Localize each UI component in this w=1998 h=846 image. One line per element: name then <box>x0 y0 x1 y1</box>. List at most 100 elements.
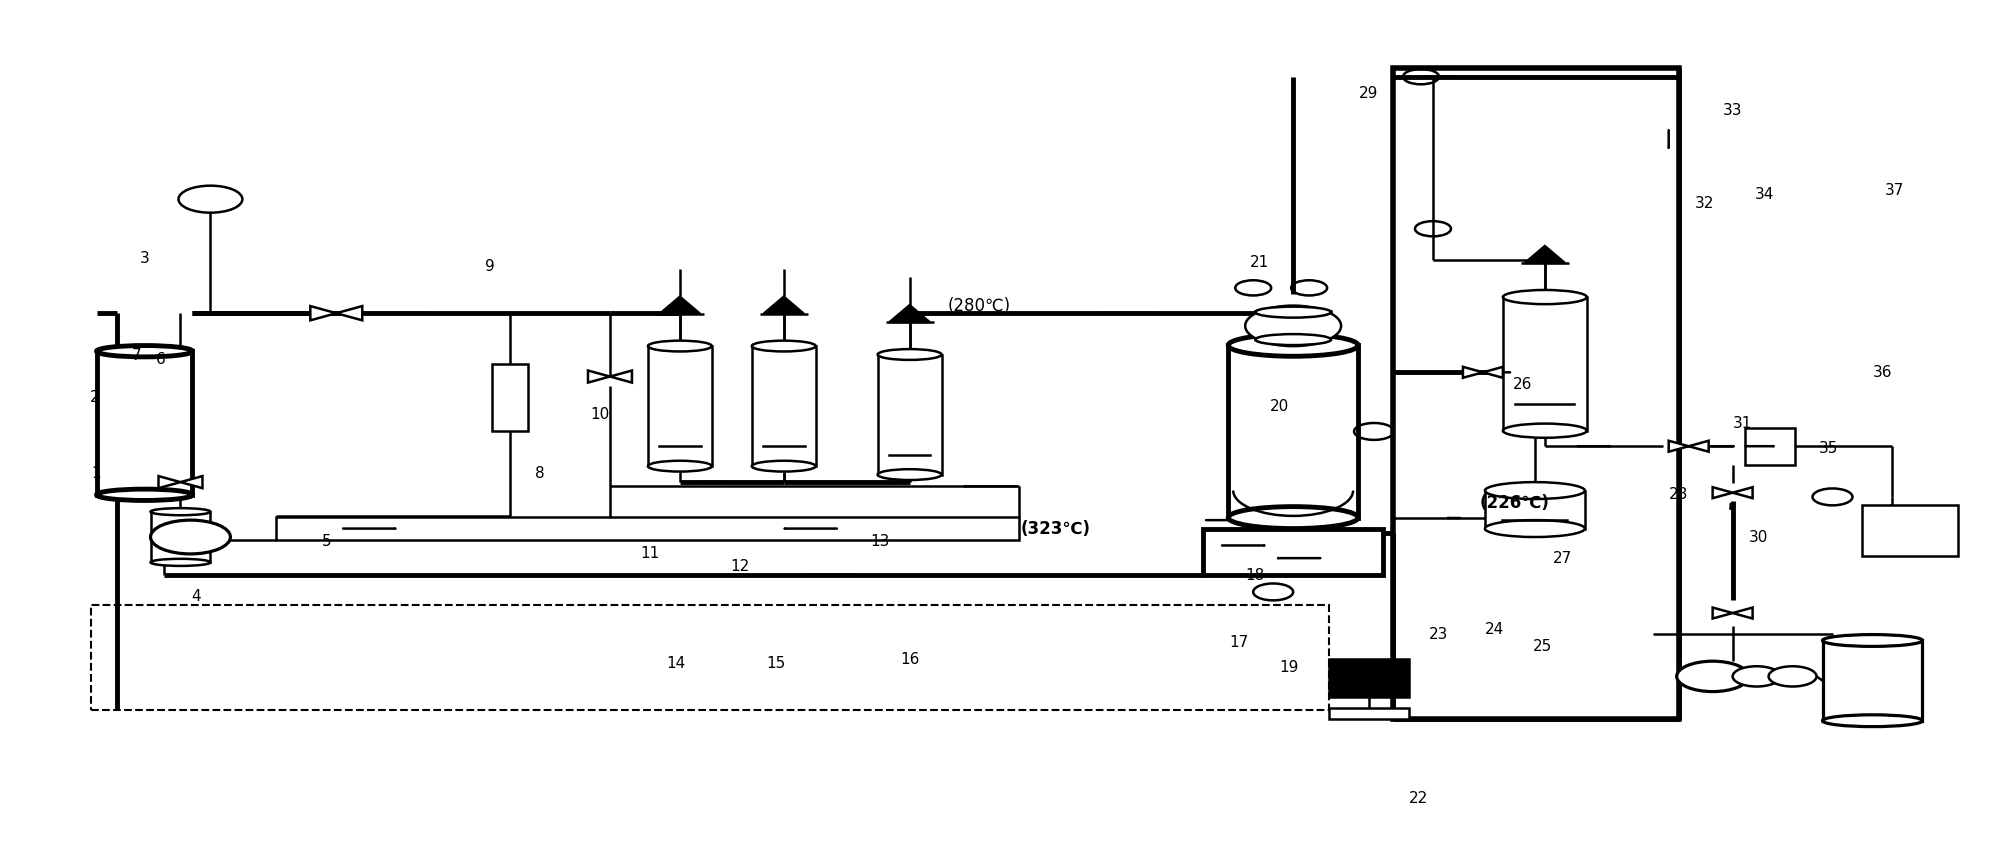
Circle shape <box>1768 667 1816 686</box>
Text: 21: 21 <box>1249 255 1269 270</box>
Ellipse shape <box>751 341 815 351</box>
Text: 22: 22 <box>1409 791 1429 806</box>
Ellipse shape <box>1255 334 1331 345</box>
Polygon shape <box>1463 367 1483 378</box>
Bar <box>276 517 1019 541</box>
Bar <box>647 346 711 466</box>
Text: 23: 23 <box>1429 627 1449 641</box>
Text: 32: 32 <box>1694 196 1714 211</box>
Bar <box>877 354 941 475</box>
Ellipse shape <box>150 559 210 566</box>
Bar <box>1822 640 1922 721</box>
Text: 8: 8 <box>535 466 545 481</box>
Bar <box>1255 311 1331 344</box>
Text: 13: 13 <box>869 534 889 549</box>
Polygon shape <box>1483 367 1502 378</box>
Bar <box>1502 297 1586 431</box>
Polygon shape <box>763 297 803 314</box>
Bar <box>1485 491 1584 529</box>
Text: 17: 17 <box>1229 635 1249 650</box>
Ellipse shape <box>647 461 711 471</box>
Text: 1: 1 <box>92 466 102 481</box>
Text: 5: 5 <box>322 534 332 549</box>
Ellipse shape <box>751 461 815 471</box>
Text: (323℃): (323℃) <box>1019 519 1089 537</box>
Text: 34: 34 <box>1754 188 1774 202</box>
Circle shape <box>1676 662 1748 691</box>
Ellipse shape <box>1227 334 1357 356</box>
Bar <box>1203 529 1383 575</box>
Ellipse shape <box>150 508 210 515</box>
Bar <box>150 512 210 563</box>
Ellipse shape <box>96 489 192 501</box>
Bar <box>751 346 815 466</box>
Polygon shape <box>180 476 202 488</box>
Text: 18: 18 <box>1245 568 1265 583</box>
Polygon shape <box>587 371 609 382</box>
Text: 30: 30 <box>1748 530 1768 545</box>
Text: 27: 27 <box>1552 551 1572 566</box>
Bar <box>492 364 527 431</box>
Ellipse shape <box>647 341 711 351</box>
Text: 16: 16 <box>899 652 919 667</box>
Text: 15: 15 <box>765 656 785 671</box>
Text: (226℃): (226℃) <box>1479 494 1548 512</box>
Text: 7: 7 <box>132 348 142 363</box>
Ellipse shape <box>96 345 192 357</box>
Text: 24: 24 <box>1485 623 1504 637</box>
Ellipse shape <box>1485 520 1584 537</box>
Ellipse shape <box>1485 482 1584 499</box>
Bar <box>96 351 192 495</box>
Text: 37: 37 <box>1884 184 1904 198</box>
Text: 36: 36 <box>1872 365 1892 380</box>
Bar <box>1329 660 1409 697</box>
Polygon shape <box>1732 487 1752 498</box>
Polygon shape <box>1668 441 1688 452</box>
Text: (280℃): (280℃) <box>947 298 1011 316</box>
Bar <box>1393 69 1678 718</box>
Text: 28: 28 <box>1668 487 1688 503</box>
Bar <box>1744 427 1794 464</box>
Text: 25: 25 <box>1532 640 1552 654</box>
Text: 35: 35 <box>1818 441 1838 456</box>
Circle shape <box>1812 488 1852 505</box>
Text: 33: 33 <box>1722 103 1742 118</box>
Ellipse shape <box>1822 715 1922 727</box>
Polygon shape <box>1524 246 1564 263</box>
Circle shape <box>1245 305 1341 346</box>
Text: 29: 29 <box>1359 86 1379 102</box>
Text: 20: 20 <box>1269 398 1289 414</box>
Text: 9: 9 <box>486 259 496 274</box>
Polygon shape <box>889 305 929 322</box>
Ellipse shape <box>1822 634 1922 646</box>
Bar <box>90 605 1329 710</box>
Polygon shape <box>158 476 180 488</box>
Circle shape <box>1732 667 1780 686</box>
Polygon shape <box>609 371 631 382</box>
Text: 14: 14 <box>665 656 685 671</box>
Text: 19: 19 <box>1279 661 1299 675</box>
Text: 2: 2 <box>90 390 100 405</box>
Text: 12: 12 <box>729 559 749 574</box>
Circle shape <box>178 185 242 212</box>
Polygon shape <box>1688 441 1708 452</box>
Text: 4: 4 <box>192 589 202 604</box>
Polygon shape <box>1732 607 1752 618</box>
Ellipse shape <box>1227 507 1357 529</box>
Ellipse shape <box>877 349 941 360</box>
Polygon shape <box>1712 607 1732 618</box>
Polygon shape <box>310 306 336 321</box>
Polygon shape <box>659 297 699 314</box>
Text: 6: 6 <box>156 352 166 367</box>
Text: 26: 26 <box>1512 377 1532 393</box>
Text: 3: 3 <box>140 250 150 266</box>
Polygon shape <box>1712 487 1732 498</box>
Ellipse shape <box>1502 424 1586 437</box>
Text: 31: 31 <box>1732 415 1752 431</box>
Polygon shape <box>336 306 362 321</box>
Bar <box>1862 505 1958 556</box>
Circle shape <box>150 520 230 554</box>
Ellipse shape <box>1255 306 1331 317</box>
Ellipse shape <box>1502 290 1586 305</box>
Bar <box>1329 707 1409 718</box>
